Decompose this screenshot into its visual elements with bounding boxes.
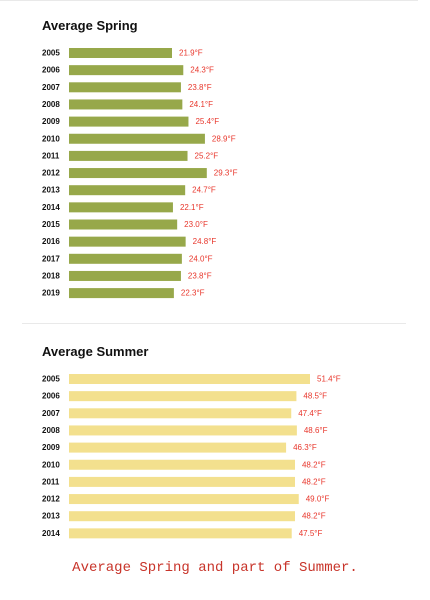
spring-year-label: 2019 <box>42 289 60 298</box>
summer-year-label: 2011 <box>42 477 60 486</box>
spring-value-label: 23.0°F <box>184 220 208 229</box>
caption: Average Spring and part of Summer. <box>0 560 430 576</box>
spring-value-label: 22.1°F <box>180 203 204 212</box>
spring-bar <box>69 65 183 75</box>
spring-bar <box>69 237 186 247</box>
spring-year-label: 2006 <box>42 66 60 75</box>
summer-year-label: 2014 <box>42 529 60 538</box>
summer-value-label: 48.2°F <box>302 460 326 469</box>
spring-year-label: 2009 <box>42 117 60 126</box>
summer-year-label: 2006 <box>42 392 60 401</box>
summer-year-label: 2013 <box>42 512 60 521</box>
spring-year-label: 2016 <box>42 237 60 246</box>
summer-chart-title: Average Summer <box>42 344 148 359</box>
spring-year-label: 2007 <box>42 83 60 92</box>
summer-value-label: 48.2°F <box>302 512 326 521</box>
summer-bar <box>69 443 286 453</box>
top-divider <box>0 0 418 1</box>
spring-year-label: 2013 <box>42 186 60 195</box>
summer-value-label: 51.4°F <box>317 375 341 384</box>
spring-value-label: 23.8°F <box>188 271 212 280</box>
summer-year-label: 2012 <box>42 495 60 504</box>
spring-value-label: 24.1°F <box>189 100 213 109</box>
summer-bar <box>69 391 296 401</box>
spring-bar <box>69 48 172 58</box>
spring-bar <box>69 271 181 281</box>
spring-value-label: 29.3°F <box>214 169 238 178</box>
summer-year-label: 2007 <box>42 409 60 418</box>
summer-bar <box>69 494 299 504</box>
summer-year-label: 2009 <box>42 443 60 452</box>
spring-year-label: 2012 <box>42 169 60 178</box>
summer-value-label: 47.4°F <box>298 409 322 418</box>
summer-bar <box>69 425 297 435</box>
summer-bar <box>69 408 291 418</box>
summer-year-label: 2010 <box>42 460 60 469</box>
spring-year-label: 2018 <box>42 271 60 280</box>
spring-value-label: 25.2°F <box>195 151 219 160</box>
summer-value-label: 49.0°F <box>306 495 330 504</box>
spring-value-label: 28.9°F <box>212 134 236 143</box>
spring-value-label: 22.3°F <box>181 289 205 298</box>
spring-value-label: 21.9°F <box>179 49 203 58</box>
summer-bar <box>69 477 295 487</box>
spring-year-label: 2008 <box>42 100 60 109</box>
summer-value-label: 48.5°F <box>303 392 327 401</box>
spring-value-label: 24.3°F <box>190 66 214 75</box>
summer-bar <box>69 511 295 521</box>
section-divider <box>22 323 406 324</box>
spring-bar <box>69 134 205 144</box>
spring-bar <box>69 220 177 230</box>
spring-year-label: 2005 <box>42 49 60 58</box>
summer-year-label: 2008 <box>42 426 60 435</box>
spring-value-label: 24.7°F <box>192 186 216 195</box>
spring-value-label: 23.8°F <box>188 83 212 92</box>
spring-bar <box>69 151 188 161</box>
summer-value-label: 46.3°F <box>293 443 317 452</box>
summer-value-label: 47.5°F <box>299 529 323 538</box>
spring-year-label: 2015 <box>42 220 60 229</box>
spring-year-label: 2014 <box>42 203 60 212</box>
spring-year-label: 2010 <box>42 134 60 143</box>
spring-value-label: 24.8°F <box>193 237 217 246</box>
summer-bar <box>69 374 310 384</box>
spring-bar <box>69 185 185 195</box>
summer-bar <box>69 460 295 470</box>
spring-value-label: 25.4°F <box>195 117 219 126</box>
spring-chart-title: Average Spring <box>42 18 138 33</box>
spring-year-label: 2011 <box>42 151 60 160</box>
spring-bar <box>69 82 181 92</box>
summer-value-label: 48.2°F <box>302 477 326 486</box>
spring-bar <box>69 254 182 264</box>
summer-value-label: 48.6°F <box>304 426 328 435</box>
summer-bar <box>69 528 292 538</box>
summer-bar-chart: 2005 51.4°F 2006 48.5°F 2007 47.4°F 2008 48.6°F… <box>0 366 430 541</box>
spring-bar <box>69 117 188 127</box>
spring-bar <box>69 288 174 298</box>
summer-year-label: 2005 <box>42 375 60 384</box>
spring-year-label: 2017 <box>42 254 60 263</box>
spring-bar <box>69 99 182 109</box>
spring-bar <box>69 168 207 178</box>
spring-bar-chart: 2005 21.9°F 2006 24.3°F 2007 23.8°F 2008 24.1°F… <box>0 40 430 310</box>
spring-value-label: 24.0°F <box>189 254 213 263</box>
spring-bar <box>69 202 173 212</box>
